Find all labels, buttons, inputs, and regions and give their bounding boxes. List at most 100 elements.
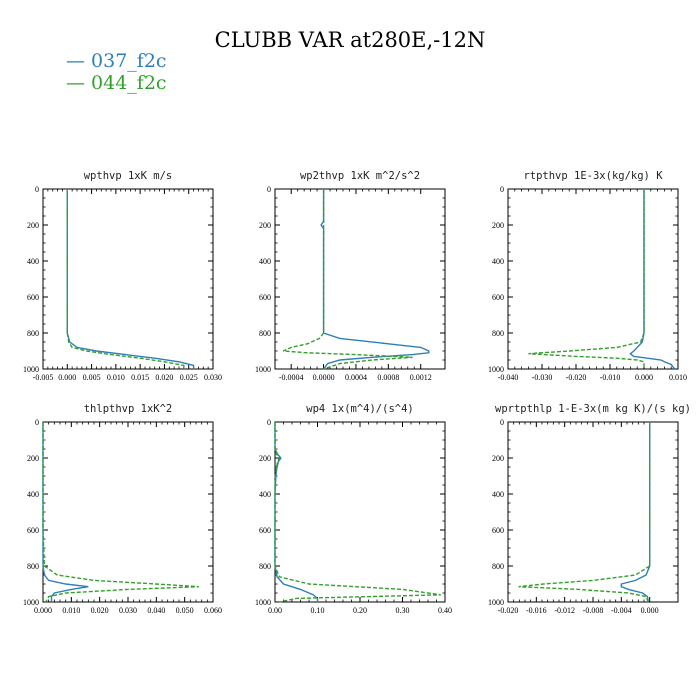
x-tick-label: -0.004 xyxy=(611,606,632,615)
chart-title: CLUBB VAR at280E,-12N xyxy=(214,28,486,52)
x-tick-label: 0.050 xyxy=(176,606,194,615)
y-tick-label: 0 xyxy=(500,418,504,427)
panel-2: wp2thvp 1xK m^2/s^2 0 200 400 600 800 1000 -0.0… xyxy=(255,170,446,382)
plot-frame xyxy=(507,421,679,603)
x-tick-label: 0.020 xyxy=(91,606,109,615)
y-tick-label: 1000 xyxy=(488,598,504,607)
y-tick-label: 1000 xyxy=(255,365,271,374)
series-line-044_f2c xyxy=(528,189,645,369)
series-line-044_f2c xyxy=(274,422,441,603)
x-tick-label: -0.008 xyxy=(583,606,604,615)
y-tick-label: 400 xyxy=(259,257,271,266)
x-tick-label: -0.0004 xyxy=(279,373,304,382)
y-tick-label: 400 xyxy=(27,490,39,499)
x-tick-label: -0.020 xyxy=(498,606,519,615)
series-line-044_f2c xyxy=(282,189,413,370)
panel-title: rtpthvp 1E-3x(kg/kg) K xyxy=(523,170,663,182)
y-tick-label: 800 xyxy=(27,562,39,571)
panel-3: rtpthvp 1E-3x(kg/kg) K02004006008001000-… xyxy=(488,170,687,382)
x-tick-label: 0.040 xyxy=(147,606,165,615)
x-tick-label: 0.10 xyxy=(311,606,325,615)
y-tick-label: 600 xyxy=(259,293,271,302)
y-tick-label: 600 xyxy=(492,293,504,302)
x-tick-label: 0.20 xyxy=(353,606,367,615)
y-tick-label: 200 xyxy=(27,454,39,463)
y-tick-label: 400 xyxy=(492,490,504,499)
x-tick-label: 0.000 xyxy=(635,373,653,382)
y-tick-label: 0 xyxy=(267,418,271,427)
x-tick-label: 0.000 xyxy=(58,373,76,382)
y-tick-label: 800 xyxy=(259,562,271,571)
y-tick-label: 1000 xyxy=(255,598,271,607)
series-line-037_f2c xyxy=(66,189,195,369)
series-line-037_f2c xyxy=(320,189,430,370)
y-tick-label: 1000 xyxy=(488,365,504,374)
panel-6: wprtpthlp 1-E-3x(m kg K)/(s kg) 0 200 400 60… xyxy=(488,403,691,615)
plot-frame xyxy=(507,188,679,370)
panel-title: wp2thvp 1xK m^2/s^2 xyxy=(300,170,420,182)
x-tick-label: 0.0008 xyxy=(377,373,399,382)
x-tick-label: -0.020 xyxy=(566,373,587,382)
x-tick-label: 0.060 xyxy=(204,606,222,615)
y-tick-label: 800 xyxy=(27,329,39,338)
y-tick-label: 800 xyxy=(492,329,504,338)
y-tick-label: 0 xyxy=(500,185,504,194)
y-tick-label: 200 xyxy=(492,221,504,230)
x-tick-label: 0.030 xyxy=(204,373,222,382)
panel-title: wpthvp 1xK m/s xyxy=(84,170,173,182)
y-tick-label: 0 xyxy=(35,185,39,194)
x-tick-label: -0.005 xyxy=(33,373,54,382)
x-tick-label: 0.0012 xyxy=(410,373,432,382)
legend-entry-044: — 044_f2c xyxy=(66,72,167,94)
x-tick-label: 0.000 xyxy=(641,606,659,615)
x-tick-label: -0.030 xyxy=(532,373,553,382)
x-tick-label: 0.0004 xyxy=(345,373,367,382)
x-tick-label: -0.040 xyxy=(498,373,519,382)
x-tick-label: 0.010 xyxy=(669,373,687,382)
x-tick-label: 0.0000 xyxy=(313,373,335,382)
y-tick-label: 600 xyxy=(492,526,504,535)
x-tick-label: -0.016 xyxy=(526,606,547,615)
series-line-044_f2c xyxy=(42,422,199,603)
series-line-037_f2c xyxy=(620,422,651,603)
x-tick-label: 0.025 xyxy=(180,373,198,382)
panel-title: wprtpthlp 1-E-3x(m kg K)/(s kg) xyxy=(495,403,691,415)
x-tick-label: 0.30 xyxy=(396,606,410,615)
x-tick-label: 0.00 xyxy=(268,606,282,615)
x-tick-label: 0.005 xyxy=(83,373,101,382)
panel-title: wp4 1x(m^4)/(s^4) xyxy=(306,403,413,415)
y-tick-label: 600 xyxy=(27,293,39,302)
y-tick-label: 400 xyxy=(259,490,271,499)
plot-frame xyxy=(42,421,214,603)
x-tick-label: 0.020 xyxy=(155,373,173,382)
y-tick-label: 200 xyxy=(492,454,504,463)
y-tick-label: 200 xyxy=(259,454,271,463)
x-tick-label: 0.010 xyxy=(62,606,80,615)
plot-frame xyxy=(274,421,446,603)
x-tick-label: 0.030 xyxy=(119,606,137,615)
x-tick-label: 0.015 xyxy=(131,373,149,382)
series-line-037_f2c xyxy=(274,422,319,602)
x-tick-label: 0.40 xyxy=(438,606,452,615)
x-tick-label: 0.010 xyxy=(107,373,125,382)
y-tick-label: 0 xyxy=(35,418,39,427)
y-tick-label: 1000 xyxy=(23,365,39,374)
y-tick-label: 600 xyxy=(27,526,39,535)
series-line-044_f2c xyxy=(518,422,651,603)
panel-1: wpthvp 1xK m/s 0 200 400 600 800 1000-0.005 0.0… xyxy=(23,170,222,382)
y-tick-label: 800 xyxy=(492,562,504,571)
panel-title: thlpthvp 1xK^2 xyxy=(84,403,173,415)
y-tick-label: 400 xyxy=(492,257,504,266)
y-tick-label: 400 xyxy=(27,257,39,266)
y-tick-label: 600 xyxy=(259,526,271,535)
y-tick-label: 200 xyxy=(259,221,271,230)
plot-frame xyxy=(274,188,446,370)
x-tick-label: 0.000 xyxy=(34,606,52,615)
x-tick-label: -0.012 xyxy=(554,606,575,615)
legend-entry-037: — 037_f2c xyxy=(66,50,167,72)
series-line-044_f2c xyxy=(66,189,185,369)
series-line-037_f2c xyxy=(42,422,89,602)
